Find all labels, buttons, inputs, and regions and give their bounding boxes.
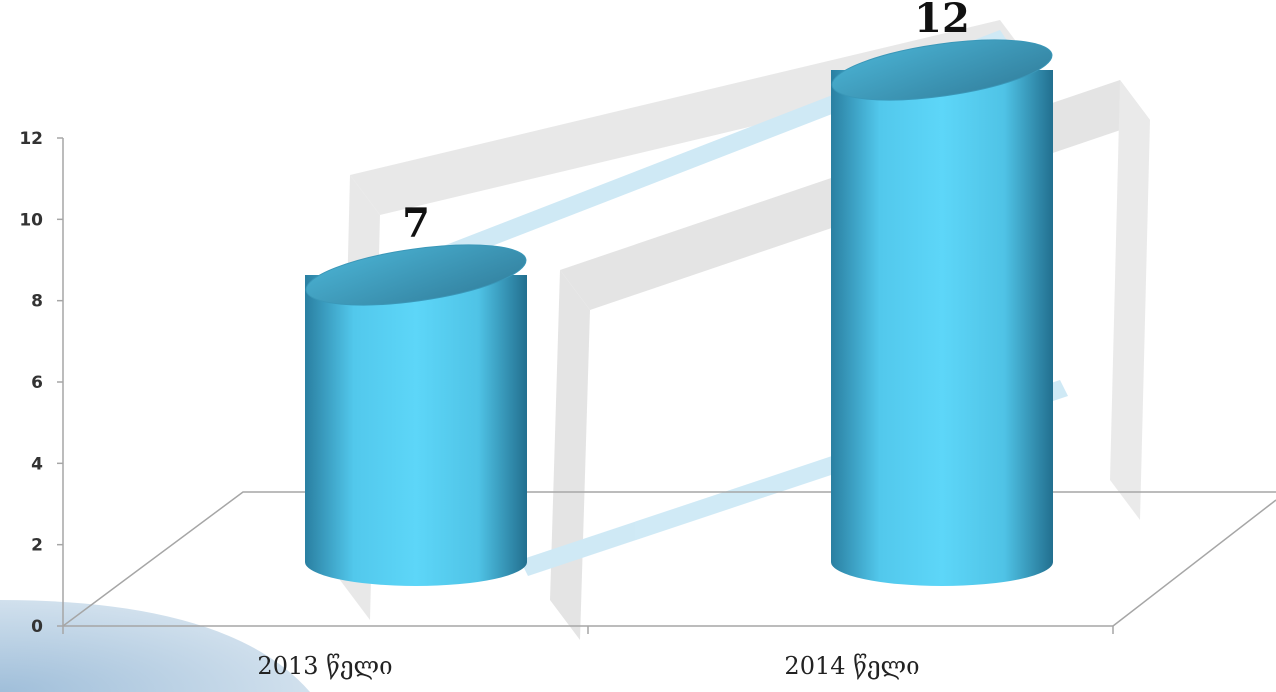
floor-right-edge [1112, 499, 1276, 627]
y-axis: 0 2 4 6 8 10 12 [19, 129, 64, 637]
bar-body [305, 275, 527, 586]
bar-top [831, 39, 1053, 101]
data-labels: 7 12 [402, 0, 970, 247]
bar-series [305, 39, 1053, 586]
category-label-1: 2013 წელი [257, 652, 392, 680]
bar-1 [305, 244, 527, 586]
y-tick-label-2: 4 [31, 454, 43, 474]
y-tick-label-3: 6 [31, 373, 43, 393]
data-label-2: 12 [914, 0, 970, 42]
category-labels: 2013 წელი 2014 წელი [257, 652, 919, 680]
bar-body [831, 70, 1053, 586]
bar-top [305, 244, 527, 306]
corner-decoration [0, 600, 310, 692]
bar-2 [831, 39, 1053, 586]
category-label-2: 2014 წელი [784, 652, 919, 680]
y-tick-label-5: 10 [19, 210, 43, 230]
y-tick-label-4: 8 [31, 292, 43, 312]
y-tick-label-6: 12 [19, 129, 43, 149]
data-label-1: 7 [402, 200, 430, 247]
y-tick-label-0: 0 [31, 617, 43, 637]
y-tick-label-1: 2 [31, 536, 43, 556]
